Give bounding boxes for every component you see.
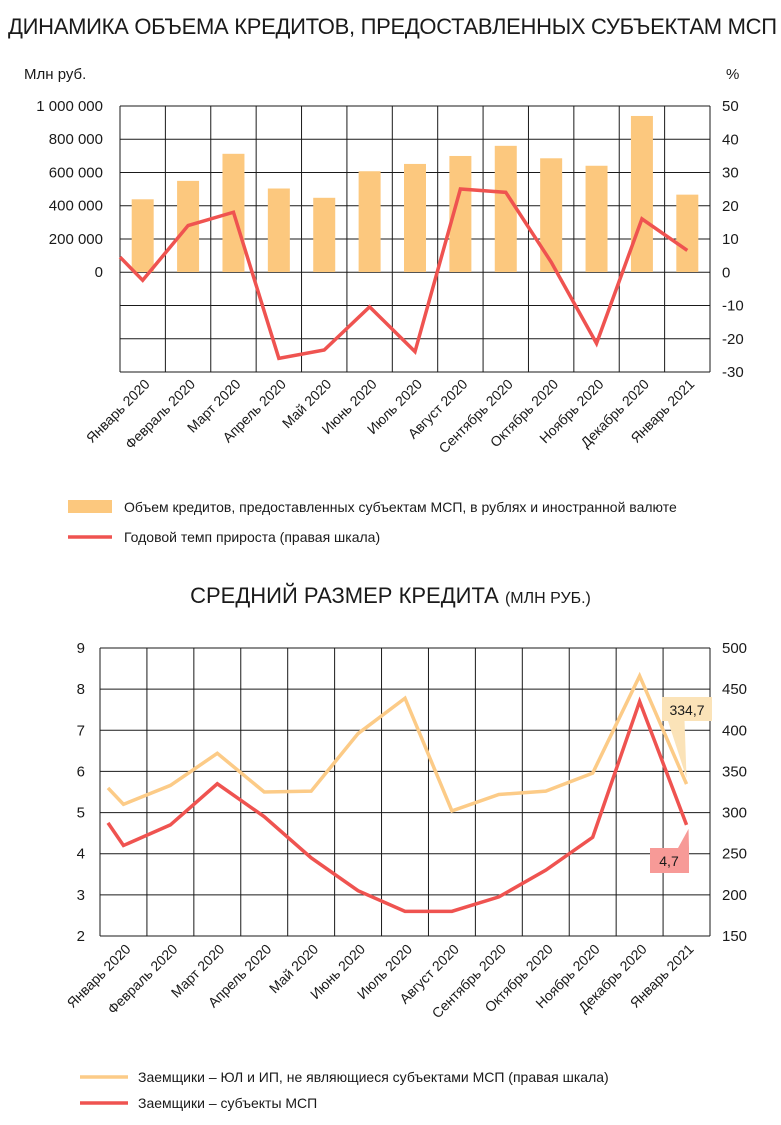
right-tick-label: 10 bbox=[722, 231, 739, 248]
right-tick-label: 150 bbox=[722, 928, 747, 945]
loan-volume-chart: 1 000 000 800 000 600 000 400 000 200 000 0 50… bbox=[24, 66, 744, 545]
right-tick-label: 40 bbox=[722, 131, 739, 148]
bar-7 bbox=[449, 155, 472, 272]
right-tick-label: 300 bbox=[722, 805, 747, 822]
right-tick-label: 20 bbox=[722, 198, 739, 215]
left-tick-label: 8 bbox=[77, 681, 85, 698]
chart2-title-unit: (МЛН РУБ.) bbox=[504, 590, 591, 607]
chart1-title: ДИНАМИКА ОБЪЕМА КРЕДИТОВ, ПРЕДОСТАВЛЕННЫ… bbox=[8, 14, 777, 39]
bar-0 bbox=[131, 199, 154, 272]
sme-borrowers-line bbox=[106, 696, 689, 914]
growth-rate-line bbox=[118, 187, 689, 361]
chart2-title-text: СРЕДНИЙ РАЗМЕР КРЕДИТА bbox=[190, 583, 499, 608]
left-tick-label: 2 bbox=[77, 928, 85, 945]
left-tick-label: 800 000 bbox=[49, 131, 103, 148]
bar-9 bbox=[540, 158, 563, 272]
right-tick-label: 50 bbox=[722, 98, 739, 115]
right-tick-label: 350 bbox=[722, 763, 747, 780]
bar-3 bbox=[267, 188, 290, 272]
bar-6 bbox=[404, 163, 426, 272]
legend-bar-swatch bbox=[68, 500, 112, 513]
right-tick-label: -30 bbox=[722, 364, 744, 381]
right-tick-label: 250 bbox=[722, 846, 747, 863]
bar-4 bbox=[313, 197, 336, 272]
callout-sme bbox=[650, 828, 689, 873]
right-tick-label: 500 bbox=[722, 640, 747, 657]
legend-non-sme-label: Заемщики – ЮЛ и ИП, не являющиеся субъек… bbox=[138, 1069, 609, 1085]
left-tick-label: 600 000 bbox=[49, 164, 103, 181]
right-tick-label: -10 bbox=[722, 298, 744, 315]
left-tick-label: 9 bbox=[77, 640, 85, 657]
right-tick-label: 0 bbox=[722, 264, 730, 281]
left-tick-label: 1 000 000 bbox=[36, 98, 103, 115]
bar-5 bbox=[358, 171, 381, 272]
bar-8 bbox=[494, 145, 517, 272]
left-tick-label: 5 bbox=[77, 805, 85, 822]
left-tick-label: 3 bbox=[77, 887, 85, 904]
left-tick-label: 400 000 bbox=[49, 198, 103, 215]
left-tick-label: 200 000 bbox=[49, 231, 103, 248]
right-tick-label: 200 bbox=[722, 887, 747, 904]
non-sme-borrowers-line bbox=[106, 671, 689, 814]
left-tick-label: 7 bbox=[77, 722, 85, 739]
right-tick-label: -20 bbox=[722, 331, 744, 348]
right-axis-unit: % bbox=[726, 66, 739, 83]
left-tick-label: 6 bbox=[77, 763, 85, 780]
legend-line-label: Годовой темп прироста (правая шкала) bbox=[124, 529, 380, 545]
right-tick-label: 450 bbox=[722, 681, 747, 698]
bar-12 bbox=[676, 194, 699, 272]
left-tick-label: 0 bbox=[95, 264, 103, 281]
left-tick-label: 4 bbox=[77, 846, 85, 863]
left-axis-unit: Млн руб. bbox=[24, 66, 86, 83]
right-tick-label: 30 bbox=[722, 165, 739, 182]
legend-sme-label: Заемщики – субъекты МСП bbox=[138, 1095, 317, 1111]
callout-sme-label: 4,7 bbox=[659, 853, 679, 869]
right-tick-label: 400 bbox=[722, 722, 747, 739]
callout-non-sme-label: 334,7 bbox=[669, 702, 704, 718]
bar-10 bbox=[585, 165, 608, 272]
legend-bar-label: Объем кредитов, предоставленных субъекта… bbox=[124, 499, 677, 515]
chart2-title: СРЕДНИЙ РАЗМЕР КРЕДИТА (МЛН РУБ.) bbox=[0, 583, 781, 609]
callout-non-sme bbox=[662, 697, 712, 779]
